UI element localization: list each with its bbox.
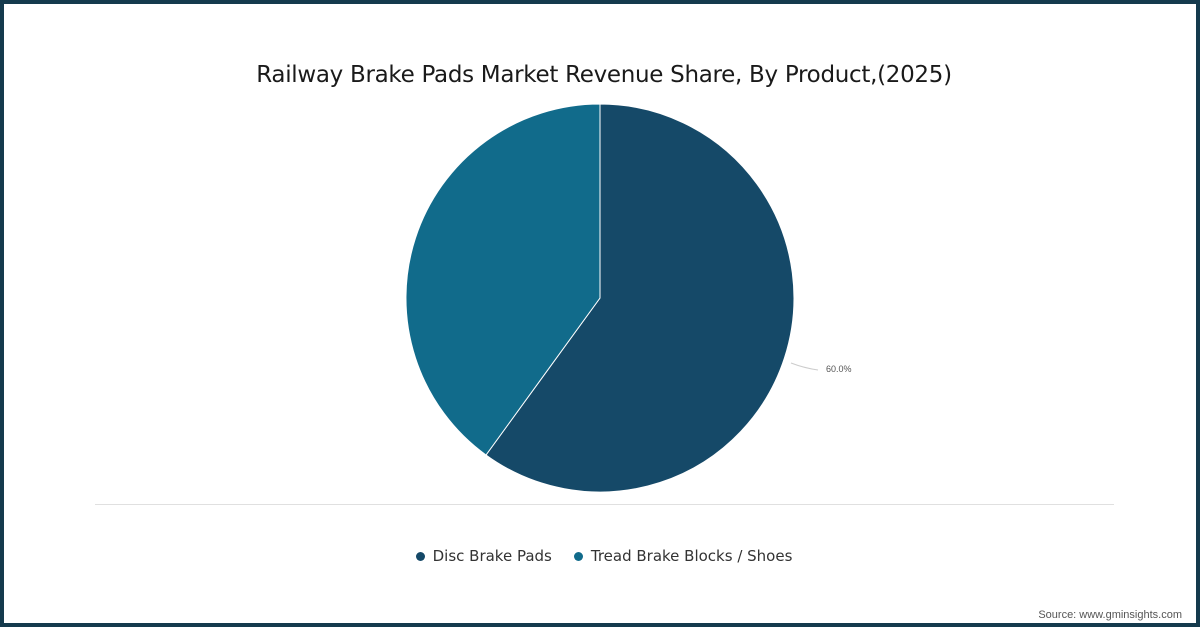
slice-tread-brake-blocks[interactable] bbox=[405, 103, 601, 456]
source-credit: Source: www.gminsights.com bbox=[1038, 609, 1182, 621]
legend-dot-icon bbox=[573, 551, 583, 561]
legend-item-disc-brake-pads[interactable]: Disc Brake Pads bbox=[415, 547, 552, 565]
pie-chart bbox=[405, 103, 819, 493]
legend-item-tread-brake-blocks[interactable]: Tread Brake Blocks / Shoes bbox=[573, 547, 793, 565]
legend-dot-icon bbox=[415, 551, 425, 561]
chart-title: Railway Brake Pads Market Revenue Share,… bbox=[256, 62, 952, 88]
legend-divider bbox=[95, 504, 1114, 505]
legend-label: Tread Brake Blocks / Shoes bbox=[590, 547, 793, 565]
legend-label: Disc Brake Pads bbox=[432, 547, 552, 565]
slice-disc-brake-pads[interactable] bbox=[485, 103, 795, 493]
chart-legend: Disc Brake Pads Tread Brake Blocks / Sho… bbox=[4, 547, 1200, 565]
slice-label-disc-brake-pads: 60.0% bbox=[826, 364, 852, 374]
label-leader-line bbox=[790, 362, 819, 371]
